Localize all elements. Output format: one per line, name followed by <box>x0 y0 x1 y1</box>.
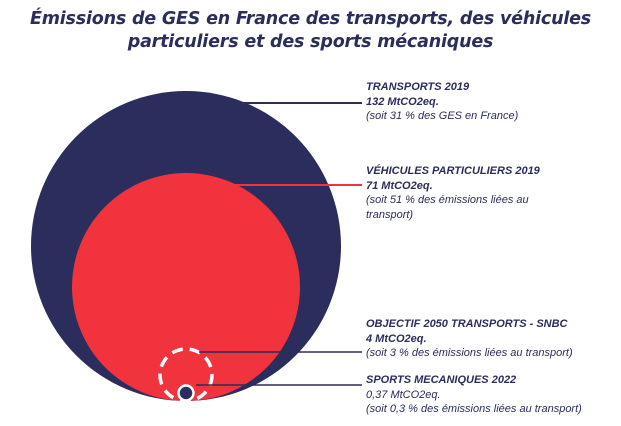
label-value: 71 MtCO2eq. <box>366 179 433 192</box>
label-transports-2019: TRANSPORTS 2019 132 MtCO2eq. (soit 31 % … <box>366 80 518 124</box>
label-vehicules-particuliers-2019: VÉHICULES PARTICULIERS 2019 71 MtCO2eq. … <box>366 164 540 222</box>
label-name: SPORTS MECANIQUES 2022 <box>366 374 517 386</box>
label-value: 0,37 MtCO2eq. <box>366 388 441 401</box>
label-note: (soit 51 % des émissions liées au <box>366 194 529 206</box>
circle-sports-mecaniques-2022 <box>177 384 195 402</box>
label-name: TRANSPORTS 2019 <box>366 81 470 93</box>
label-value: 132 MtCO2eq. <box>366 95 439 108</box>
chart-title: Émissions de GES en France des transport… <box>0 8 621 54</box>
label-note: (soit 0,3 % des émissions liées au trans… <box>366 403 582 415</box>
label-sports-mecaniques-2022: SPORTS MECANIQUES 2022 0,37 MtCO2eq. (so… <box>366 373 582 417</box>
label-name: OBJECTIF 2050 TRANSPORTS - SNBC <box>366 318 568 330</box>
label-value: 4 MtCO2eq. <box>366 332 427 345</box>
label-note: transport) <box>366 208 414 221</box>
label-name: VÉHICULES PARTICULIERS 2019 <box>366 165 540 177</box>
label-note: (soit 3 % des émissions liées au transpo… <box>366 347 573 359</box>
chart-title-line-1: Émissions de GES en France des transport… <box>29 9 592 29</box>
circle-vehicules-particuliers-2019 <box>72 173 300 401</box>
label-note: (soit 31 % des GES en France) <box>366 110 519 122</box>
chart-title-line-2: particuliers et des sports mécaniques <box>127 32 494 52</box>
label-objectif-2050-snbc: OBJECTIF 2050 TRANSPORTS - SNBC 4 MtCO2e… <box>366 317 573 361</box>
